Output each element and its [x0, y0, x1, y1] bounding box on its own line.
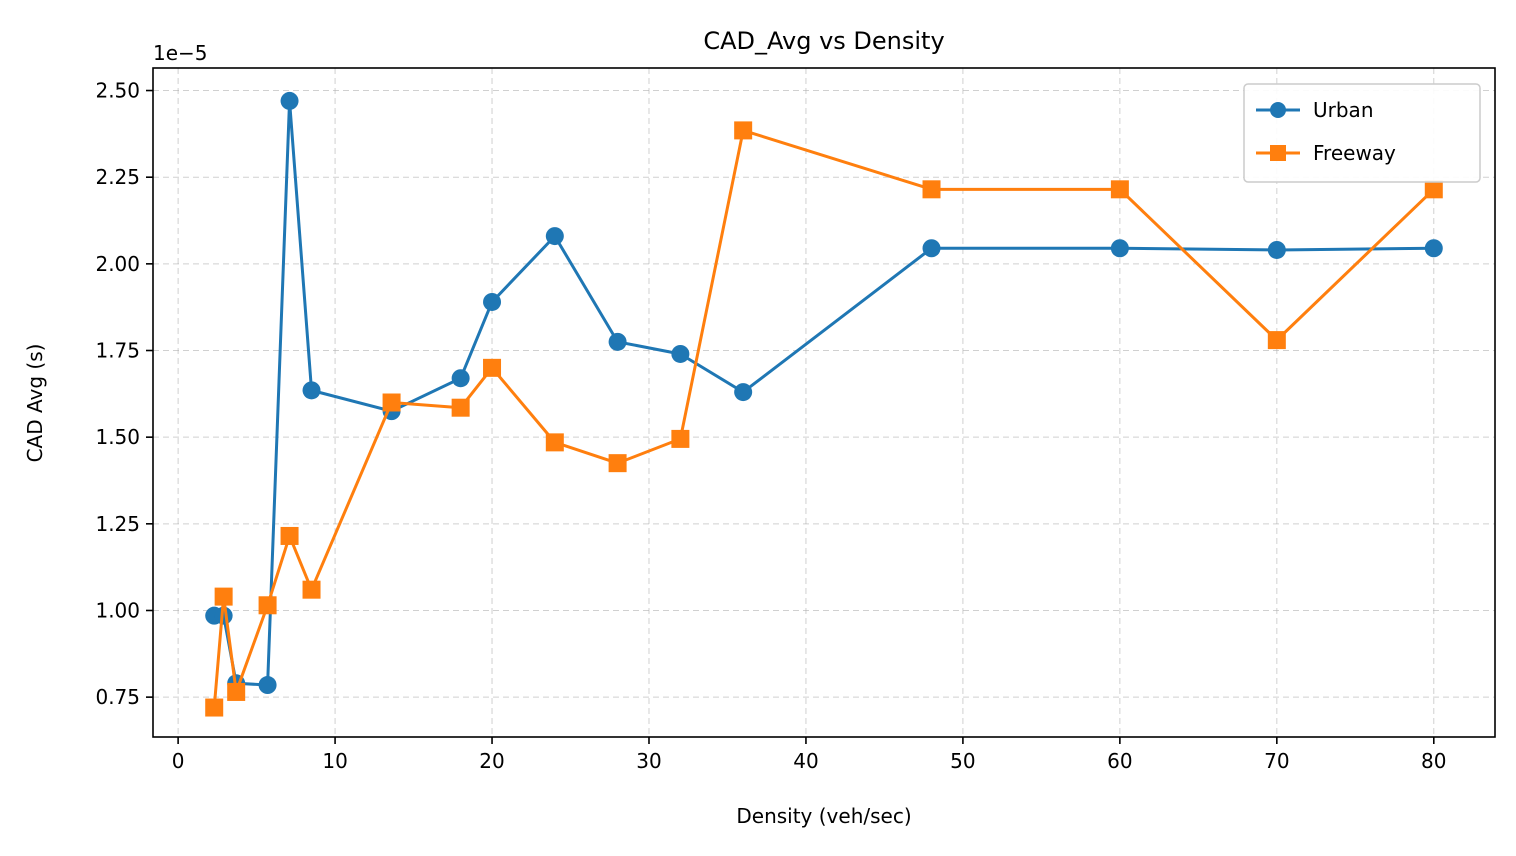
series-layer	[205, 91, 1443, 717]
x-tick-label: 50	[950, 749, 975, 773]
x-tick-label: 60	[1107, 749, 1132, 773]
data-point-urban	[608, 332, 627, 351]
x-axis-label: Density (veh/sec)	[736, 804, 911, 828]
series-urban	[205, 91, 1443, 695]
data-point-freeway	[922, 180, 941, 199]
data-point-freeway	[258, 596, 277, 615]
x-tick-label: 40	[793, 749, 818, 773]
x-tick-label: 0	[172, 749, 185, 773]
series-freeway	[205, 121, 1443, 717]
data-point-freeway	[280, 526, 299, 545]
data-point-freeway	[1424, 180, 1443, 199]
data-point-freeway	[214, 587, 233, 606]
data-point-freeway	[1110, 180, 1129, 199]
data-point-urban	[1424, 239, 1443, 258]
data-point-urban	[483, 292, 502, 311]
data-point-urban	[545, 227, 564, 246]
data-point-freeway	[227, 682, 246, 701]
data-point-freeway	[451, 398, 470, 417]
y-tick-label: 1.50	[95, 425, 140, 449]
data-point-freeway	[608, 454, 627, 473]
axis-ticks: 0 10 20 30 40 50 60 70 80 0.75 1.00 1.25 1.50 1.75 2.0…	[95, 79, 1446, 773]
data-point-urban	[671, 344, 690, 363]
y-tick-label: 1.75	[95, 339, 140, 363]
chart-title: CAD_Avg vs Density	[703, 27, 944, 55]
y-tick-label: 1.00	[95, 598, 140, 622]
data-point-freeway	[302, 580, 321, 599]
plot-area-frame	[152, 67, 1496, 738]
legend-marker-freeway	[1270, 145, 1286, 161]
y-axis-label: CAD Avg (s)	[23, 344, 47, 463]
data-point-urban	[302, 381, 321, 400]
data-point-urban	[734, 383, 753, 402]
legend: Urban Freeway	[1243, 83, 1481, 183]
y-axis-multiplier: 1e−5	[153, 41, 208, 65]
x-tick-label: 30	[636, 749, 661, 773]
legend-box	[1243, 83, 1481, 183]
data-point-urban	[280, 91, 299, 110]
x-tick-label: 10	[322, 749, 347, 773]
data-point-urban	[1267, 240, 1286, 259]
data-point-urban	[258, 676, 277, 695]
y-tick-label: 1.25	[95, 512, 140, 536]
y-tick-label: 2.50	[95, 79, 140, 103]
data-point-freeway	[382, 393, 401, 412]
data-point-urban	[451, 369, 470, 388]
y-tick-label: 2.00	[95, 252, 140, 276]
data-point-freeway	[483, 358, 502, 377]
x-tick-label: 80	[1421, 749, 1446, 773]
x-tick-label: 20	[479, 749, 504, 773]
legend-label-freeway: Freeway	[1313, 141, 1396, 165]
data-point-freeway	[545, 433, 564, 452]
y-tick-label: 2.25	[95, 165, 140, 189]
data-point-freeway	[734, 121, 753, 140]
data-point-freeway	[1267, 331, 1286, 350]
legend-label-urban: Urban	[1313, 98, 1374, 122]
data-point-freeway	[205, 698, 224, 717]
data-point-freeway	[671, 429, 690, 448]
legend-marker-urban	[1270, 102, 1286, 118]
data-point-urban	[1110, 239, 1129, 258]
y-tick-label: 0.75	[95, 685, 140, 709]
data-point-urban	[922, 239, 941, 258]
x-tick-label: 70	[1264, 749, 1289, 773]
